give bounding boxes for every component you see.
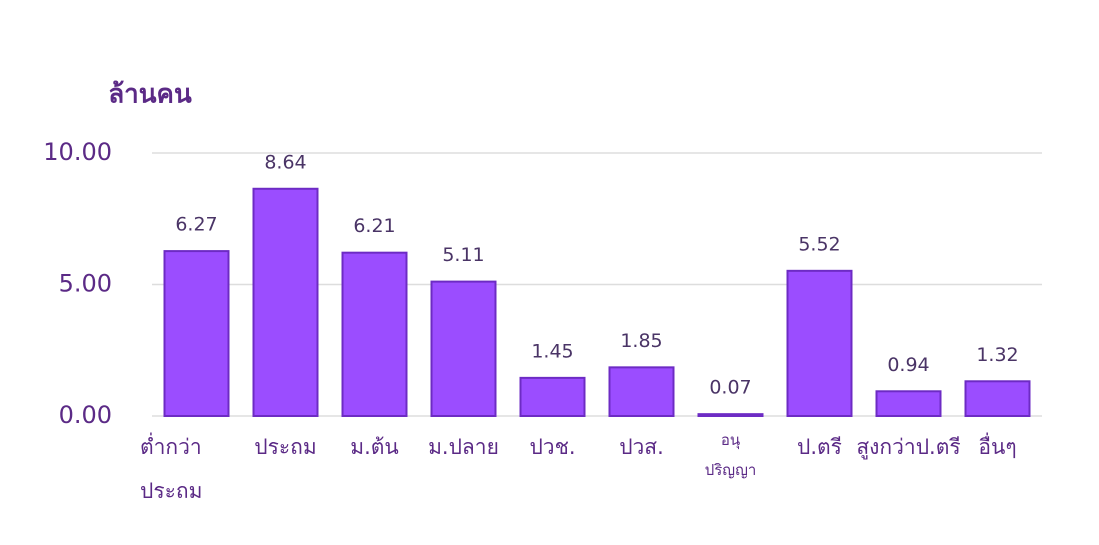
x-tick-label: ม.ปลาย bbox=[428, 435, 499, 459]
data-label: 6.27 bbox=[175, 214, 217, 236]
x-tick-label: ต่ำกว่า ประถม bbox=[140, 435, 203, 503]
y-tick-label: 10.00 bbox=[43, 138, 112, 166]
bar bbox=[252, 187, 319, 417]
data-label: 0.94 bbox=[887, 354, 929, 376]
data-label: 6.21 bbox=[353, 215, 395, 237]
bar bbox=[875, 390, 942, 418]
data-label: 1.85 bbox=[620, 330, 662, 352]
bar bbox=[964, 380, 1031, 417]
bar bbox=[519, 376, 586, 417]
x-tick-label: ปวส. bbox=[619, 435, 664, 459]
x-tick-label: ม.ต้น bbox=[350, 435, 399, 459]
y-tick-label: 5.00 bbox=[59, 270, 112, 298]
bar bbox=[430, 280, 497, 417]
x-tick-label: อนุ ปริญญา bbox=[704, 431, 757, 479]
bar bbox=[341, 251, 408, 417]
bar bbox=[608, 366, 675, 417]
bar bbox=[163, 250, 230, 417]
data-label: 5.11 bbox=[442, 244, 484, 266]
data-label: 8.64 bbox=[264, 151, 306, 173]
x-tick-label: ปวช. bbox=[529, 435, 576, 459]
data-label: 5.52 bbox=[798, 233, 840, 255]
data-label: 0.07 bbox=[709, 377, 751, 399]
bar bbox=[786, 269, 853, 417]
bar bbox=[697, 413, 764, 417]
y-tick-label: 0.00 bbox=[59, 401, 112, 429]
x-tick-label: ประถม bbox=[254, 435, 317, 459]
x-tick-label: อื่นๆ bbox=[978, 435, 1017, 459]
y-axis-label: ล้านคน bbox=[108, 80, 192, 110]
data-label: 1.32 bbox=[976, 344, 1018, 366]
x-tick-label: สูงกว่าป.ตรี bbox=[856, 435, 961, 459]
x-tick-label: ป.ตรี bbox=[797, 435, 842, 459]
data-label: 1.45 bbox=[531, 340, 573, 362]
